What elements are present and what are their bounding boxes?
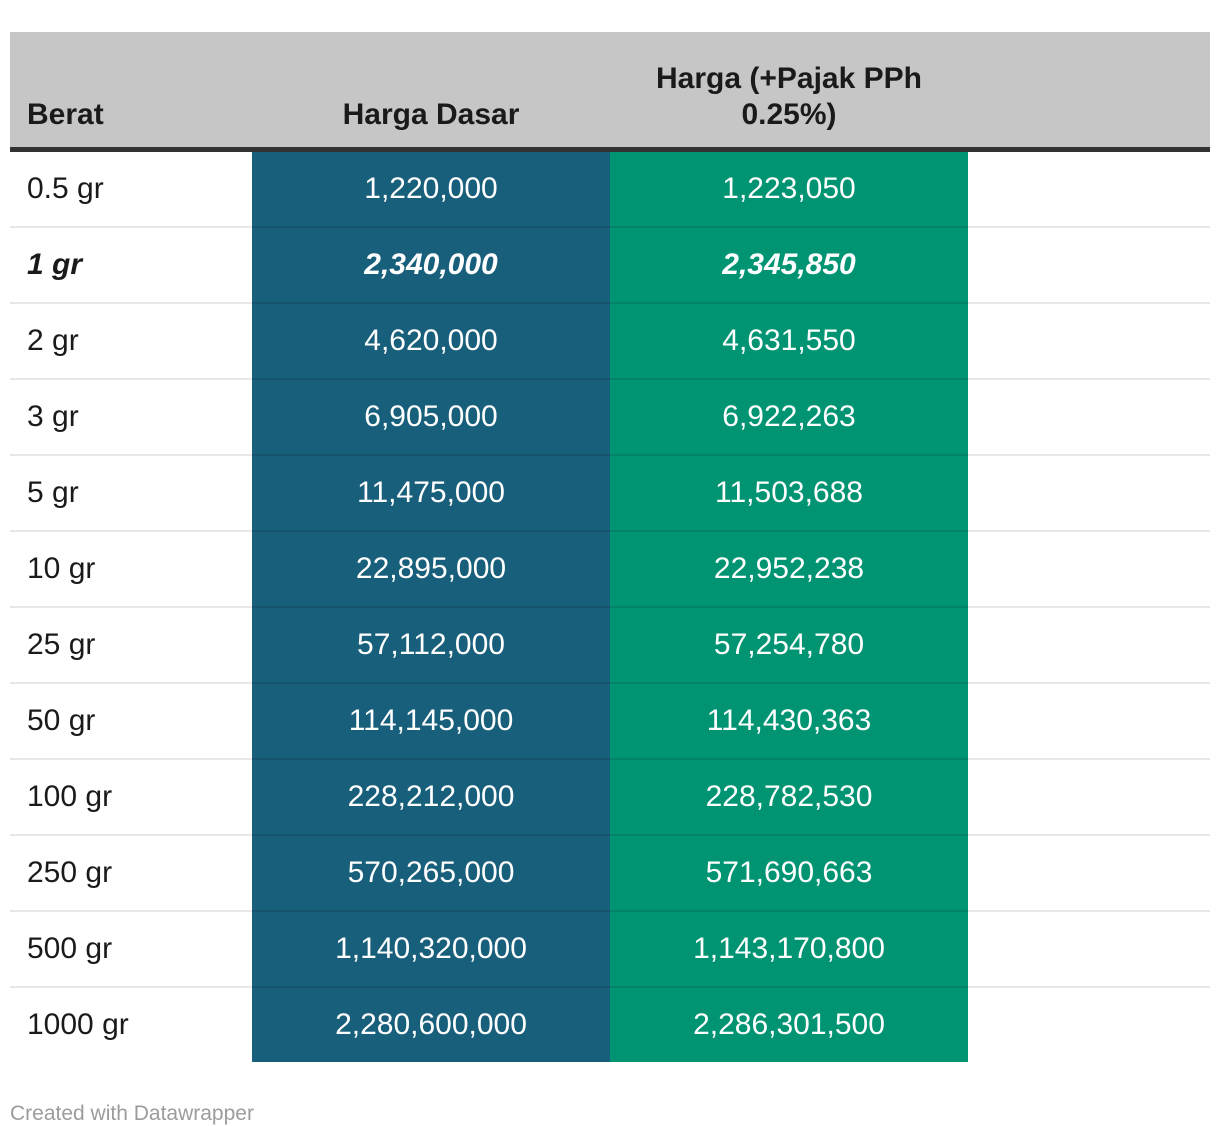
base-price-cell: 1,140,320,000	[252, 911, 610, 988]
weight-cell: 500 gr	[10, 911, 252, 988]
taxed-price-cell: 6,922,263	[610, 379, 968, 456]
empty-cell	[968, 759, 1210, 836]
header-row: Berat Harga Dasar Harga (+Pajak PPh 0.25…	[10, 32, 1210, 152]
empty-cell	[968, 303, 1210, 380]
table-row: 25 gr 57,112,000 57,254,780	[10, 607, 1210, 684]
column-header-berat: Berat	[10, 32, 252, 152]
taxed-price-cell: 2,345,850	[610, 227, 968, 304]
empty-cell	[968, 683, 1210, 760]
gold-price-table: Berat Harga Dasar Harga (+Pajak PPh 0.25…	[10, 32, 1210, 1062]
weight-cell: 1000 gr	[27, 1008, 129, 1041]
datawrapper-table-page: Berat Harga Dasar Harga (+Pajak PPh 0.25…	[10, 32, 1210, 1125]
column-header-harga-pajak: Harga (+Pajak PPh 0.25%)	[610, 32, 968, 152]
empty-cell	[968, 379, 1210, 456]
base-price-cell: 114,145,000	[252, 683, 610, 760]
taxed-price-cell: 571,690,663	[610, 835, 968, 912]
table-row: 100 gr 228,212,000 228,782,530	[10, 759, 1210, 836]
weight-cell: 10 gr	[10, 531, 252, 608]
taxed-price-cell: 22,952,238	[610, 531, 968, 608]
empty-cell	[968, 911, 1210, 988]
taxed-price-cell: 228,782,530	[610, 759, 968, 836]
base-price-cell: 4,620,000	[252, 303, 610, 380]
taxed-price-cell: 2,286,301,500	[610, 987, 968, 1062]
weight-cell: 250 gr	[10, 835, 252, 912]
weight-cell: 3 gr	[10, 379, 252, 456]
base-price-cell: 570,265,000	[252, 835, 610, 912]
table-row: 500 gr 1,140,320,000 1,143,170,800	[10, 911, 1210, 988]
base-price-cell: 57,112,000	[252, 607, 610, 684]
base-price-cell: 2,280,600,000	[252, 987, 610, 1062]
base-price-cell: 22,895,000	[252, 531, 610, 608]
taxed-price-cell: 4,631,550	[610, 303, 968, 380]
column-header-empty	[968, 32, 1210, 152]
base-price-cell: 228,212,000	[252, 759, 610, 836]
table-row: 0.5 gr 1,220,000 1,223,050	[10, 149, 1210, 228]
empty-cell	[968, 455, 1210, 532]
datawrapper-credit-link[interactable]: Created with Datawrapper	[10, 1102, 254, 1125]
base-price-cell: 6,905,000	[252, 379, 610, 456]
taxed-price-cell: 57,254,780	[610, 607, 968, 684]
empty-cell	[968, 987, 1210, 1062]
taxed-price-cell: 114,430,363	[610, 683, 968, 760]
empty-cell	[968, 531, 1210, 608]
empty-cell	[968, 835, 1210, 912]
weight-cell: 25 gr	[10, 607, 252, 684]
table-row: 5 gr 11,475,000 11,503,688	[10, 455, 1210, 532]
empty-cell	[968, 227, 1210, 304]
empty-cell	[968, 149, 1210, 228]
base-price-cell: 11,475,000	[252, 455, 610, 532]
taxed-price-cell: 11,503,688	[610, 455, 968, 532]
table-row: 2 gr 4,620,000 4,631,550	[10, 303, 1210, 380]
table-row: 10 gr 22,895,000 22,952,238	[10, 531, 1210, 608]
weight-cell: 2 gr	[10, 303, 252, 380]
weight-cell: 0.5 gr	[10, 149, 252, 228]
empty-cell	[968, 607, 1210, 684]
table-row: 3 gr 6,905,000 6,922,263	[10, 379, 1210, 456]
weight-cell: 1 gr	[10, 227, 252, 304]
weight-cell: 100 gr	[10, 759, 252, 836]
table-row: 250 gr 570,265,000 571,690,663	[10, 835, 1210, 912]
weight-cell: 50 gr	[10, 683, 252, 760]
table-row: 1000 gr 2,280,600,000 2,286,301,500	[10, 987, 1210, 1062]
taxed-price-cell: 1,223,050	[610, 149, 968, 228]
table-row: 1 gr 2,340,000 2,345,850	[10, 227, 1210, 304]
base-price-cell: 1,220,000	[252, 149, 610, 228]
table-row: 50 gr 114,145,000 114,430,363	[10, 683, 1210, 760]
weight-cell: 5 gr	[10, 455, 252, 532]
base-price-cell: 2,340,000	[252, 227, 610, 304]
taxed-price-cell: 1,143,170,800	[610, 911, 968, 988]
column-header-harga-dasar: Harga Dasar	[252, 32, 610, 152]
